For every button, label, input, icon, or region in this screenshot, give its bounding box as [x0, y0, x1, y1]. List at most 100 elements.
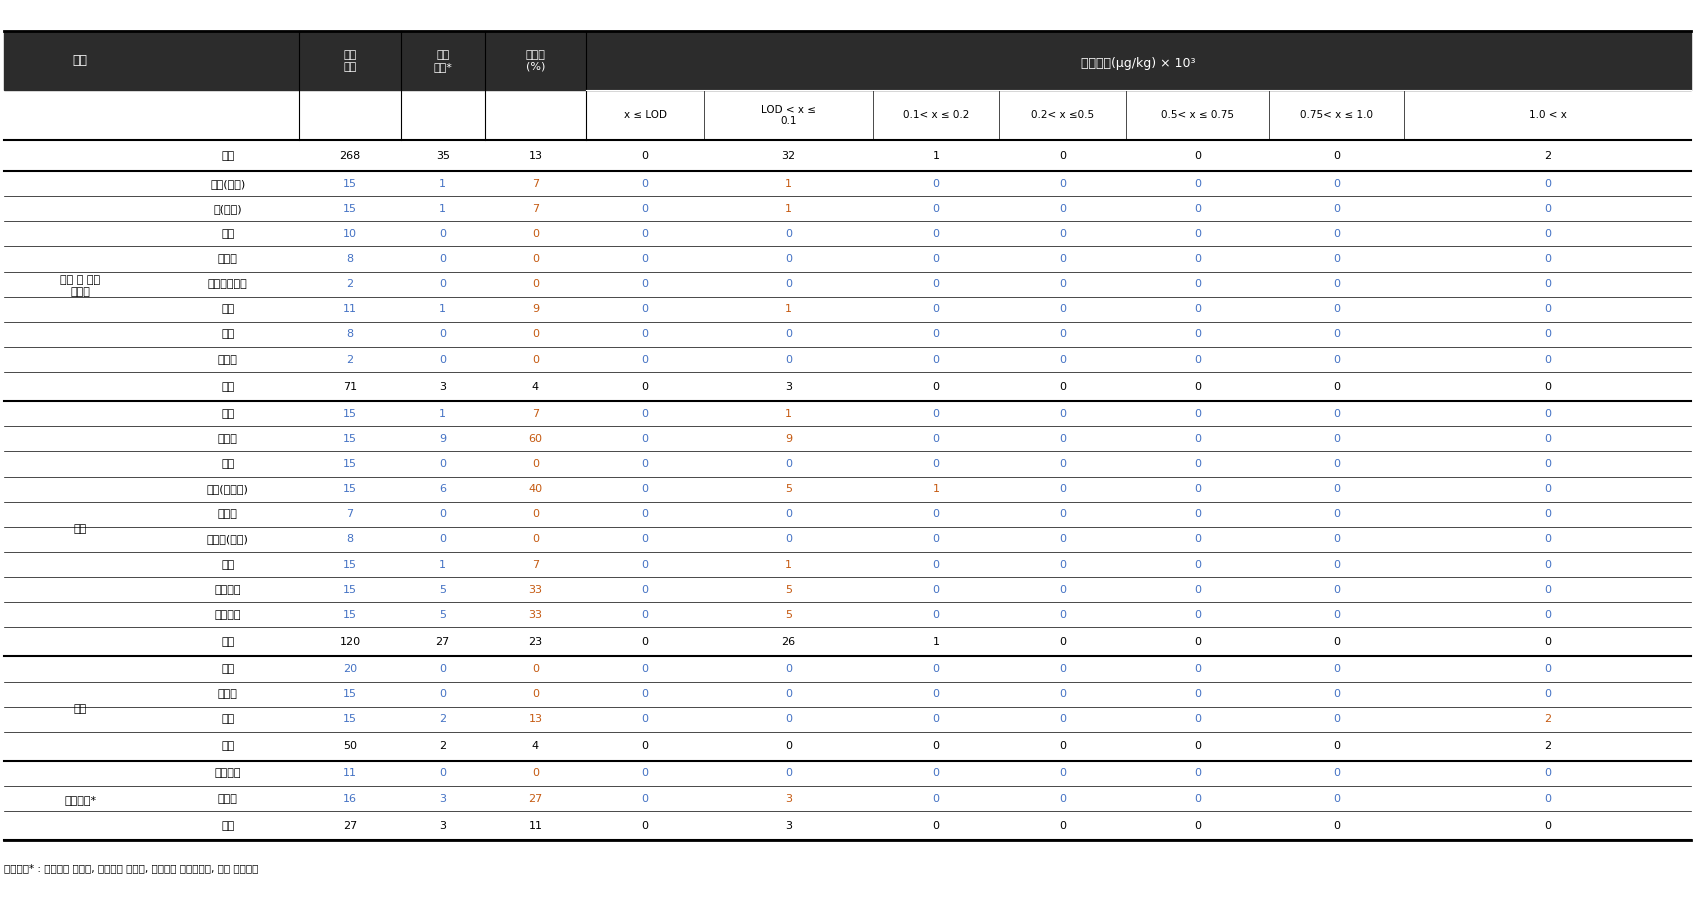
- Text: 이유식: 이유식: [217, 793, 237, 803]
- Text: 40: 40: [529, 484, 542, 494]
- Text: 0: 0: [1059, 459, 1066, 469]
- Text: 26: 26: [781, 637, 795, 647]
- Text: 27: 27: [342, 821, 358, 831]
- Text: 0: 0: [1059, 229, 1066, 238]
- Text: 0: 0: [642, 509, 649, 519]
- Text: 0: 0: [642, 204, 649, 214]
- Text: 0: 0: [532, 254, 539, 264]
- Text: 0: 0: [1544, 434, 1551, 444]
- Text: 2: 2: [1544, 714, 1551, 724]
- Text: 1: 1: [785, 179, 792, 189]
- Text: 35: 35: [436, 150, 449, 160]
- Text: 0: 0: [439, 254, 446, 264]
- Text: 0.75< x ≤ 1.0: 0.75< x ≤ 1.0: [1300, 110, 1373, 120]
- Text: 27: 27: [436, 637, 449, 647]
- Text: 0: 0: [532, 509, 539, 519]
- Text: 0: 0: [1334, 484, 1341, 494]
- Text: 0: 0: [1059, 381, 1066, 392]
- Text: 0: 0: [1334, 150, 1341, 160]
- Text: 20: 20: [342, 664, 358, 674]
- Text: 15: 15: [342, 179, 358, 189]
- Text: 0: 0: [1193, 637, 1202, 647]
- Text: 0.5< x ≤ 0.75: 0.5< x ≤ 0.75: [1161, 110, 1234, 120]
- Text: 1.0 < x: 1.0 < x: [1529, 110, 1566, 120]
- Text: 0: 0: [642, 664, 649, 674]
- Text: 5: 5: [785, 610, 792, 620]
- Text: 0: 0: [1059, 559, 1066, 569]
- Text: 3: 3: [439, 793, 446, 803]
- Text: 대두(건조): 대두(건조): [210, 179, 246, 189]
- Text: 71: 71: [342, 381, 358, 392]
- Text: 0: 0: [1193, 484, 1202, 494]
- Text: 0: 0: [932, 204, 939, 214]
- Text: 0: 0: [1193, 690, 1202, 699]
- Text: 0: 0: [1334, 179, 1341, 189]
- Text: 0: 0: [1334, 279, 1341, 289]
- Text: 0: 0: [1544, 254, 1551, 264]
- Text: 개량메주: 개량메주: [214, 610, 241, 620]
- Text: 7: 7: [532, 204, 539, 214]
- Text: 1: 1: [932, 637, 939, 647]
- Text: 0: 0: [1059, 535, 1066, 545]
- Text: 13: 13: [529, 714, 542, 724]
- Text: 15: 15: [342, 484, 358, 494]
- Text: 0: 0: [532, 279, 539, 289]
- Text: 0: 0: [1544, 793, 1551, 803]
- Text: 0: 0: [1193, 329, 1202, 339]
- Text: 녹두: 녹두: [220, 229, 234, 238]
- Text: 13: 13: [529, 150, 542, 160]
- Text: 0: 0: [642, 535, 649, 545]
- Text: 0: 0: [1544, 585, 1551, 595]
- Text: 0: 0: [1059, 610, 1066, 620]
- Text: 2: 2: [1544, 741, 1551, 751]
- Text: 0: 0: [1193, 664, 1202, 674]
- Text: 주류: 주류: [73, 703, 86, 713]
- Text: 0: 0: [1544, 821, 1551, 831]
- Text: 0: 0: [932, 179, 939, 189]
- Text: 막걸리: 막걸리: [217, 690, 237, 699]
- Text: 5: 5: [785, 484, 792, 494]
- Text: 품목: 품목: [73, 54, 88, 68]
- Text: 0: 0: [932, 409, 939, 419]
- Text: 0: 0: [1544, 381, 1551, 392]
- Text: 15: 15: [342, 610, 358, 620]
- Text: 0: 0: [932, 329, 939, 339]
- Text: 0: 0: [1544, 768, 1551, 779]
- Text: 0: 0: [1059, 690, 1066, 699]
- Text: 0: 0: [785, 768, 792, 779]
- Text: 1: 1: [439, 304, 446, 315]
- Text: 두유: 두유: [220, 304, 234, 315]
- Text: 0: 0: [1059, 355, 1066, 365]
- Text: 완두콩통조림: 완두콩통조림: [208, 279, 247, 289]
- Text: 1: 1: [785, 559, 792, 569]
- Text: 4: 4: [532, 741, 539, 751]
- Text: 0: 0: [439, 664, 446, 674]
- Text: 한식메주: 한식메주: [214, 585, 241, 595]
- Text: 0: 0: [642, 741, 649, 751]
- Text: 0: 0: [1059, 821, 1066, 831]
- Text: 0: 0: [932, 254, 939, 264]
- Text: 0: 0: [642, 585, 649, 595]
- Text: 0: 0: [1334, 329, 1341, 339]
- Text: 2: 2: [439, 714, 446, 724]
- Text: 0: 0: [932, 355, 939, 365]
- Text: 검사
진수: 검사 진수: [344, 50, 356, 72]
- Text: 7: 7: [532, 559, 539, 569]
- Text: 0: 0: [932, 585, 939, 595]
- Text: 0: 0: [1544, 179, 1551, 189]
- Text: 쬭국장: 쬭국장: [217, 509, 237, 519]
- Text: 0: 0: [1059, 409, 1066, 419]
- Text: 27: 27: [529, 793, 542, 803]
- Text: 0: 0: [932, 559, 939, 569]
- Text: 1: 1: [785, 204, 792, 214]
- Text: 15: 15: [342, 204, 358, 214]
- Text: 0: 0: [932, 610, 939, 620]
- Text: 0: 0: [785, 664, 792, 674]
- Text: 소계: 소계: [220, 381, 234, 392]
- Text: 0: 0: [1334, 254, 1341, 264]
- Text: 0: 0: [642, 821, 649, 831]
- Text: 0: 0: [785, 459, 792, 469]
- Text: 9: 9: [532, 304, 539, 315]
- Text: 0: 0: [642, 279, 649, 289]
- Text: 쬭국장(분말): 쬭국장(분말): [207, 535, 249, 545]
